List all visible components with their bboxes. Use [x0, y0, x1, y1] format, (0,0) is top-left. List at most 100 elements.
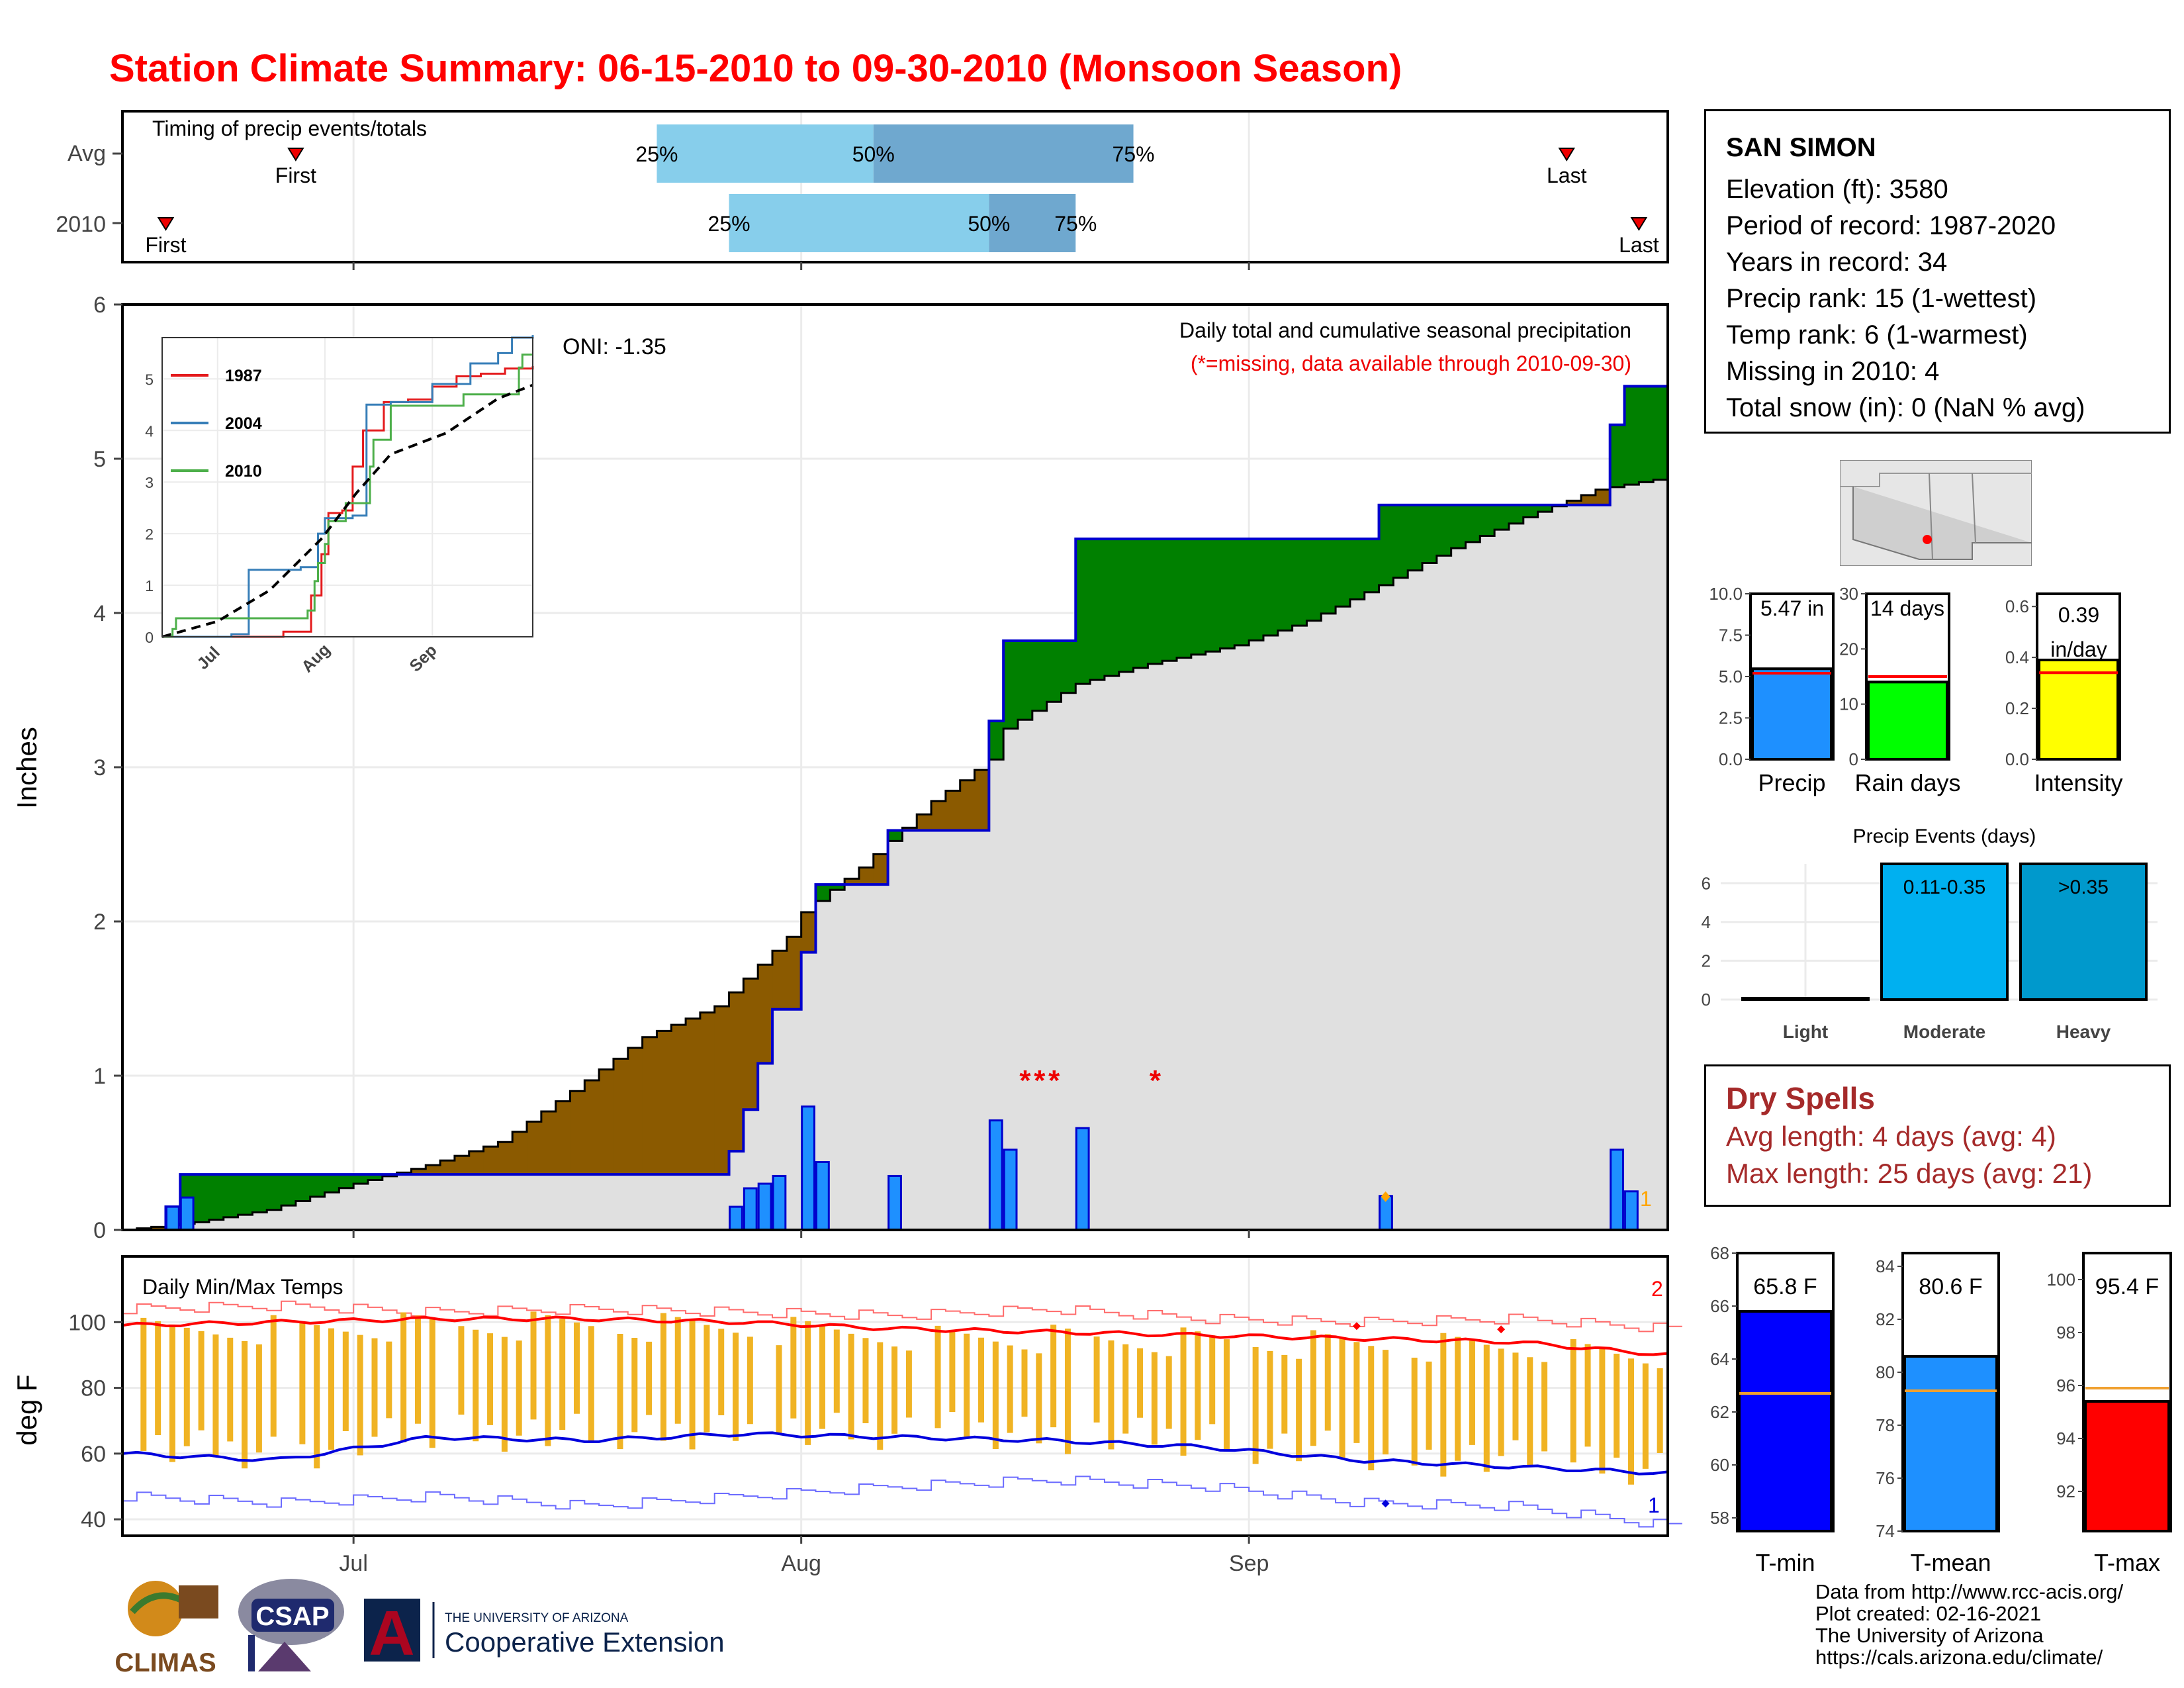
below-avg-fill	[454, 1156, 470, 1175]
daily-precip-bar	[729, 1205, 743, 1231]
events-x-label: Light	[1783, 1021, 1828, 1042]
timing-title: Timing of precip events/totals	[152, 117, 427, 140]
daily-precip-bar	[1075, 1127, 1090, 1231]
small-chart-y-tick: 0.0	[1719, 749, 1743, 769]
station-temp-rank: Temp rank: 6 (1-warmest)	[1726, 320, 2028, 350]
small-chart-label: Precip	[1758, 769, 1825, 796]
avg-cumulative-area	[122, 477, 1668, 1231]
temp-y-tick-label: 80	[81, 1376, 106, 1401]
above-avg-fill	[1393, 504, 1408, 578]
inset-y-tick-label: 3	[145, 474, 154, 491]
record-daily-marker	[1381, 1191, 1390, 1202]
logo-strip: CLIMAS CSAP A THE UNIVERSITY OF ARIZONA …	[114, 1579, 725, 1677]
above-avg-fill	[1321, 539, 1336, 614]
events-heavy-label: >0.35	[2058, 876, 2109, 898]
station-precip-rank: Precip rank: 15 (1-wettest)	[1726, 284, 2037, 313]
timing-avg-first-label: First	[275, 164, 316, 187]
station-snow: Total snow (in): 0 (NaN % avg)	[1726, 393, 2085, 422]
above-avg-fill	[1177, 539, 1192, 658]
inset-legend-label: 2010	[225, 462, 262, 481]
temp-bar-y-tick: 100	[2047, 1270, 2075, 1289]
timing-avg-last-label: Last	[1547, 164, 1587, 187]
timing-2010-label-75: 75%	[1054, 212, 1097, 236]
main-y-tick-label: 3	[93, 755, 106, 780]
above-avg-fill	[815, 884, 831, 902]
temp-bar-border	[2082, 1252, 2172, 1532]
above-avg-fill	[830, 884, 845, 890]
csap-logo: CSAP	[238, 1579, 344, 1671]
inset-series-line	[162, 335, 534, 638]
events-bar-light	[1741, 997, 1870, 1001]
temp-bar-y-tick: 96	[2056, 1376, 2075, 1395]
below-avg-fill	[151, 1227, 166, 1230]
timing-2010-label-50: 50%	[968, 212, 1010, 236]
footer-url: https://cals.arizona.edu/climate/	[1815, 1646, 2103, 1669]
below-avg-fill	[1567, 500, 1582, 505]
above-avg-fill	[238, 1174, 253, 1215]
below-avg-fill	[642, 1037, 657, 1175]
small-chart-y-tick: 0.4	[2005, 647, 2029, 667]
timing-2010-last-marker	[1630, 217, 1648, 231]
avg-min-temp-line	[122, 1431, 1668, 1476]
above-avg-fill	[1422, 504, 1437, 563]
station-elevation: Elevation (ft): 3580	[1726, 175, 1948, 204]
missing-data-marker: *	[1019, 1064, 1031, 1097]
above-avg-fill	[353, 1174, 369, 1184]
temp-bar-value: 65.8 F	[1753, 1274, 1817, 1299]
record-max-temp-line	[122, 1300, 1682, 1333]
daily-precip-bar	[757, 1182, 772, 1231]
above-avg-fill	[310, 1174, 326, 1197]
above-avg-fill	[195, 1174, 210, 1223]
small-chart-y-tick: 0.2	[2005, 698, 2029, 718]
below-avg-fill	[426, 1165, 441, 1175]
below-avg-fill	[974, 770, 989, 831]
rain-days-value: 14 days	[1870, 596, 1944, 620]
above-avg-fill	[1349, 539, 1365, 600]
inset-y-tick-label: 1	[145, 577, 154, 594]
avg-max-temp-line	[122, 1315, 1668, 1356]
timing-2010-last-label: Last	[1619, 233, 1659, 257]
above-avg-fill	[1436, 504, 1452, 556]
record-count-label: 1	[1640, 1187, 1652, 1211]
above-avg-fill	[1653, 386, 1668, 480]
events-y-tick: 6	[1702, 873, 1711, 893]
above-avg-fill	[1292, 539, 1307, 626]
inset-series-line	[162, 353, 533, 638]
below-avg-fill	[671, 1025, 686, 1175]
small-bar-precip	[1751, 667, 1833, 761]
small-chart-border	[1865, 592, 1950, 761]
below-avg-fill	[613, 1058, 629, 1175]
events-bar-moderate	[1880, 863, 2009, 1001]
above-avg-fill	[1162, 539, 1177, 661]
below-avg-fill	[627, 1048, 643, 1175]
events-moderate-label: 0.11-0.35	[1903, 876, 1986, 898]
inset-average-line	[161, 383, 533, 638]
above-avg-fill	[1046, 640, 1062, 702]
below-avg-fill	[902, 827, 917, 831]
temp-bar-label: T-max	[2094, 1549, 2160, 1576]
main-y-tick-label: 0	[93, 1218, 106, 1243]
daily-precip-bar	[1610, 1149, 1625, 1231]
main-caption: Daily total and cumulative seasonal prec…	[1179, 318, 1631, 342]
below-avg-fill	[873, 854, 889, 885]
below-avg-fill	[960, 780, 976, 831]
temp-bar-y-tick: 98	[2056, 1323, 2075, 1342]
timing-avg-first-marker	[287, 148, 304, 162]
timing-panel-border	[121, 110, 1669, 263]
above-avg-fill	[1465, 504, 1480, 542]
below-avg-fill	[599, 1069, 614, 1175]
footer-plot-created: Plot created: 02-16-2021	[1815, 1602, 2042, 1625]
below-avg-fill	[772, 951, 788, 1009]
coop-extension-text: Cooperative Extension	[445, 1626, 725, 1658]
above-avg-fill	[1306, 539, 1322, 621]
timing-2010-first-marker	[157, 217, 175, 231]
above-avg-fill	[1408, 504, 1423, 571]
temp-bar-y-tick: 92	[2056, 1481, 2075, 1501]
above-avg-fill	[1133, 539, 1148, 668]
inset-y-tick-label: 4	[145, 422, 154, 440]
daily-precip-bar	[815, 1160, 830, 1231]
below-avg-fill	[541, 1111, 557, 1175]
x-axis-tick-label: Aug	[781, 1551, 821, 1576]
dry-spells-max: Max length: 25 days (avg: 21)	[1726, 1158, 2093, 1189]
below-avg-fill	[1595, 489, 1611, 505]
